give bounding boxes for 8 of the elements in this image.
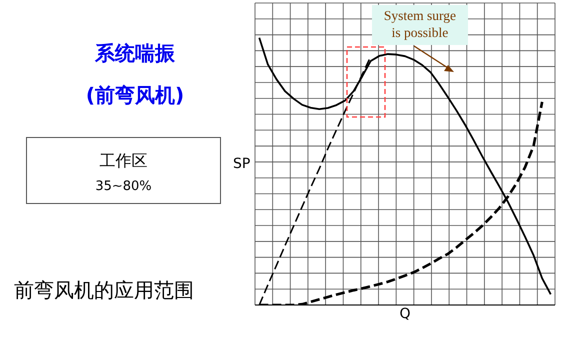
y-axis-title: SP xyxy=(233,156,250,172)
x-axis-title: Q xyxy=(399,306,411,322)
text: 工作区 xyxy=(98,151,148,172)
text: 前弯风机的应用范围 xyxy=(14,277,194,304)
text: 35~80% xyxy=(94,179,153,194)
chart-title: 系统喘振 xyxy=(94,40,176,67)
annotation: System surge is possible xyxy=(382,7,458,41)
text: (前弯风机) xyxy=(84,82,186,109)
